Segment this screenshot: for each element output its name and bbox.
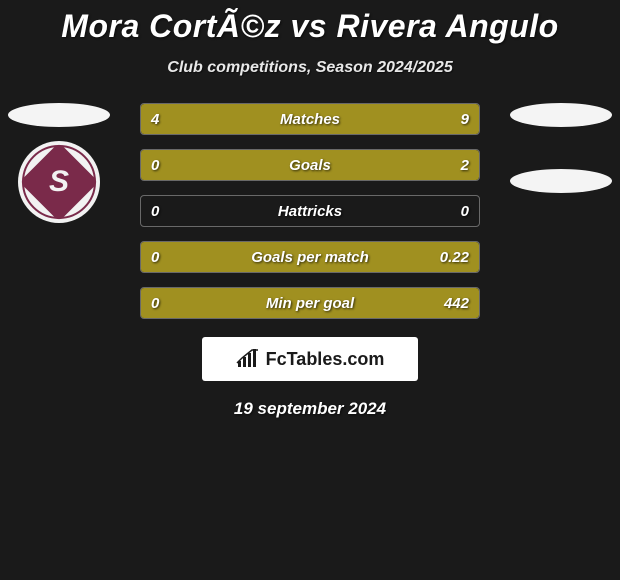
ellipse-placeholder [510, 169, 612, 193]
stat-value-left: 4 [151, 111, 159, 128]
stat-value-left: 0 [151, 157, 159, 174]
stats-column: 4 Matches 9 0 Goals 2 0 Hattricks 0 0 Goals per ma… [140, 103, 480, 319]
stat-bar: 4 Matches 9 [140, 103, 480, 135]
stat-value-left: 0 [151, 203, 159, 220]
infographic-container: Mora CortÃ©z vs Rivera Angulo Club compe… [0, 0, 620, 419]
right-player-col [510, 103, 612, 193]
badge-inner: S [19, 142, 98, 221]
stat-bar: 0 Min per goal 442 [140, 287, 480, 319]
team-badge-left: S [18, 141, 100, 223]
stat-value-left: 0 [151, 249, 159, 266]
content-row: S 4 Matches 9 0 Goals 2 0 Hattricks 0 0 Goals per … [0, 103, 620, 319]
page-title: Mora CortÃ©z vs Rivera Angulo [0, 8, 620, 45]
date-line: 19 september 2024 [0, 399, 620, 419]
stat-label: Hattricks [278, 203, 342, 220]
stat-label: Min per goal [266, 295, 354, 312]
badge-letter: S [49, 165, 69, 199]
ellipse-placeholder [8, 103, 110, 127]
stat-value-right: 9 [461, 111, 469, 128]
brand-box[interactable]: FcTables.com [202, 337, 418, 381]
stat-bar: 0 Goals per match 0.22 [140, 241, 480, 273]
stat-bar: 0 Hattricks 0 [140, 195, 480, 227]
stat-value-right: 0.22 [440, 249, 469, 266]
ellipse-placeholder [510, 103, 612, 127]
stat-label: Matches [280, 111, 340, 128]
subtitle: Club competitions, Season 2024/2025 [0, 59, 620, 77]
brand-text: FcTables.com [266, 349, 385, 370]
stat-label: Goals [289, 157, 331, 174]
stat-value-right: 2 [461, 157, 469, 174]
stat-bar: 0 Goals 2 [140, 149, 480, 181]
stat-value-right: 0 [461, 203, 469, 220]
left-player-col: S [8, 103, 110, 223]
stat-value-left: 0 [151, 295, 159, 312]
stat-label: Goals per match [251, 249, 369, 266]
chart-icon [236, 349, 260, 369]
stat-value-right: 442 [444, 295, 469, 312]
